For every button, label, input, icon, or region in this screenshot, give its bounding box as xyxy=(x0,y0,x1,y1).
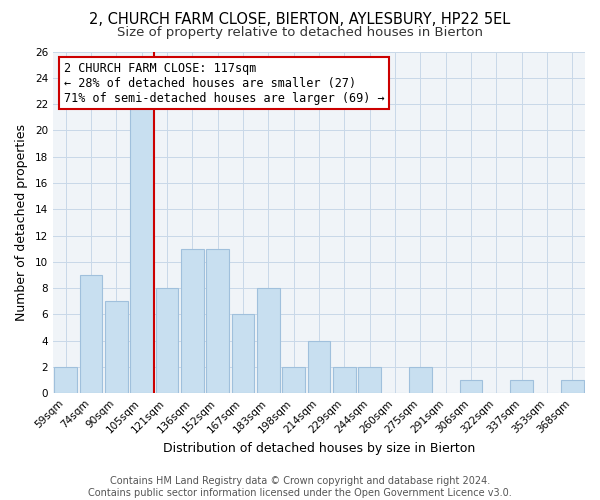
Bar xyxy=(105,302,128,394)
Text: 2 CHURCH FARM CLOSE: 117sqm
← 28% of detached houses are smaller (27)
71% of sem: 2 CHURCH FARM CLOSE: 117sqm ← 28% of det… xyxy=(64,62,385,105)
Bar xyxy=(510,380,533,394)
Bar xyxy=(358,367,381,394)
Bar xyxy=(460,380,482,394)
Bar xyxy=(155,288,178,394)
Bar xyxy=(308,340,331,394)
Bar xyxy=(232,314,254,394)
Bar xyxy=(130,104,153,394)
Bar xyxy=(181,248,204,394)
Text: Size of property relative to detached houses in Bierton: Size of property relative to detached ho… xyxy=(117,26,483,39)
Bar xyxy=(206,248,229,394)
Y-axis label: Number of detached properties: Number of detached properties xyxy=(15,124,28,321)
Bar xyxy=(257,288,280,394)
Bar xyxy=(409,367,432,394)
X-axis label: Distribution of detached houses by size in Bierton: Distribution of detached houses by size … xyxy=(163,442,475,455)
Bar xyxy=(80,275,103,394)
Text: Contains HM Land Registry data © Crown copyright and database right 2024.
Contai: Contains HM Land Registry data © Crown c… xyxy=(88,476,512,498)
Bar xyxy=(561,380,584,394)
Bar xyxy=(333,367,356,394)
Bar xyxy=(282,367,305,394)
Bar xyxy=(55,367,77,394)
Text: 2, CHURCH FARM CLOSE, BIERTON, AYLESBURY, HP22 5EL: 2, CHURCH FARM CLOSE, BIERTON, AYLESBURY… xyxy=(89,12,511,28)
